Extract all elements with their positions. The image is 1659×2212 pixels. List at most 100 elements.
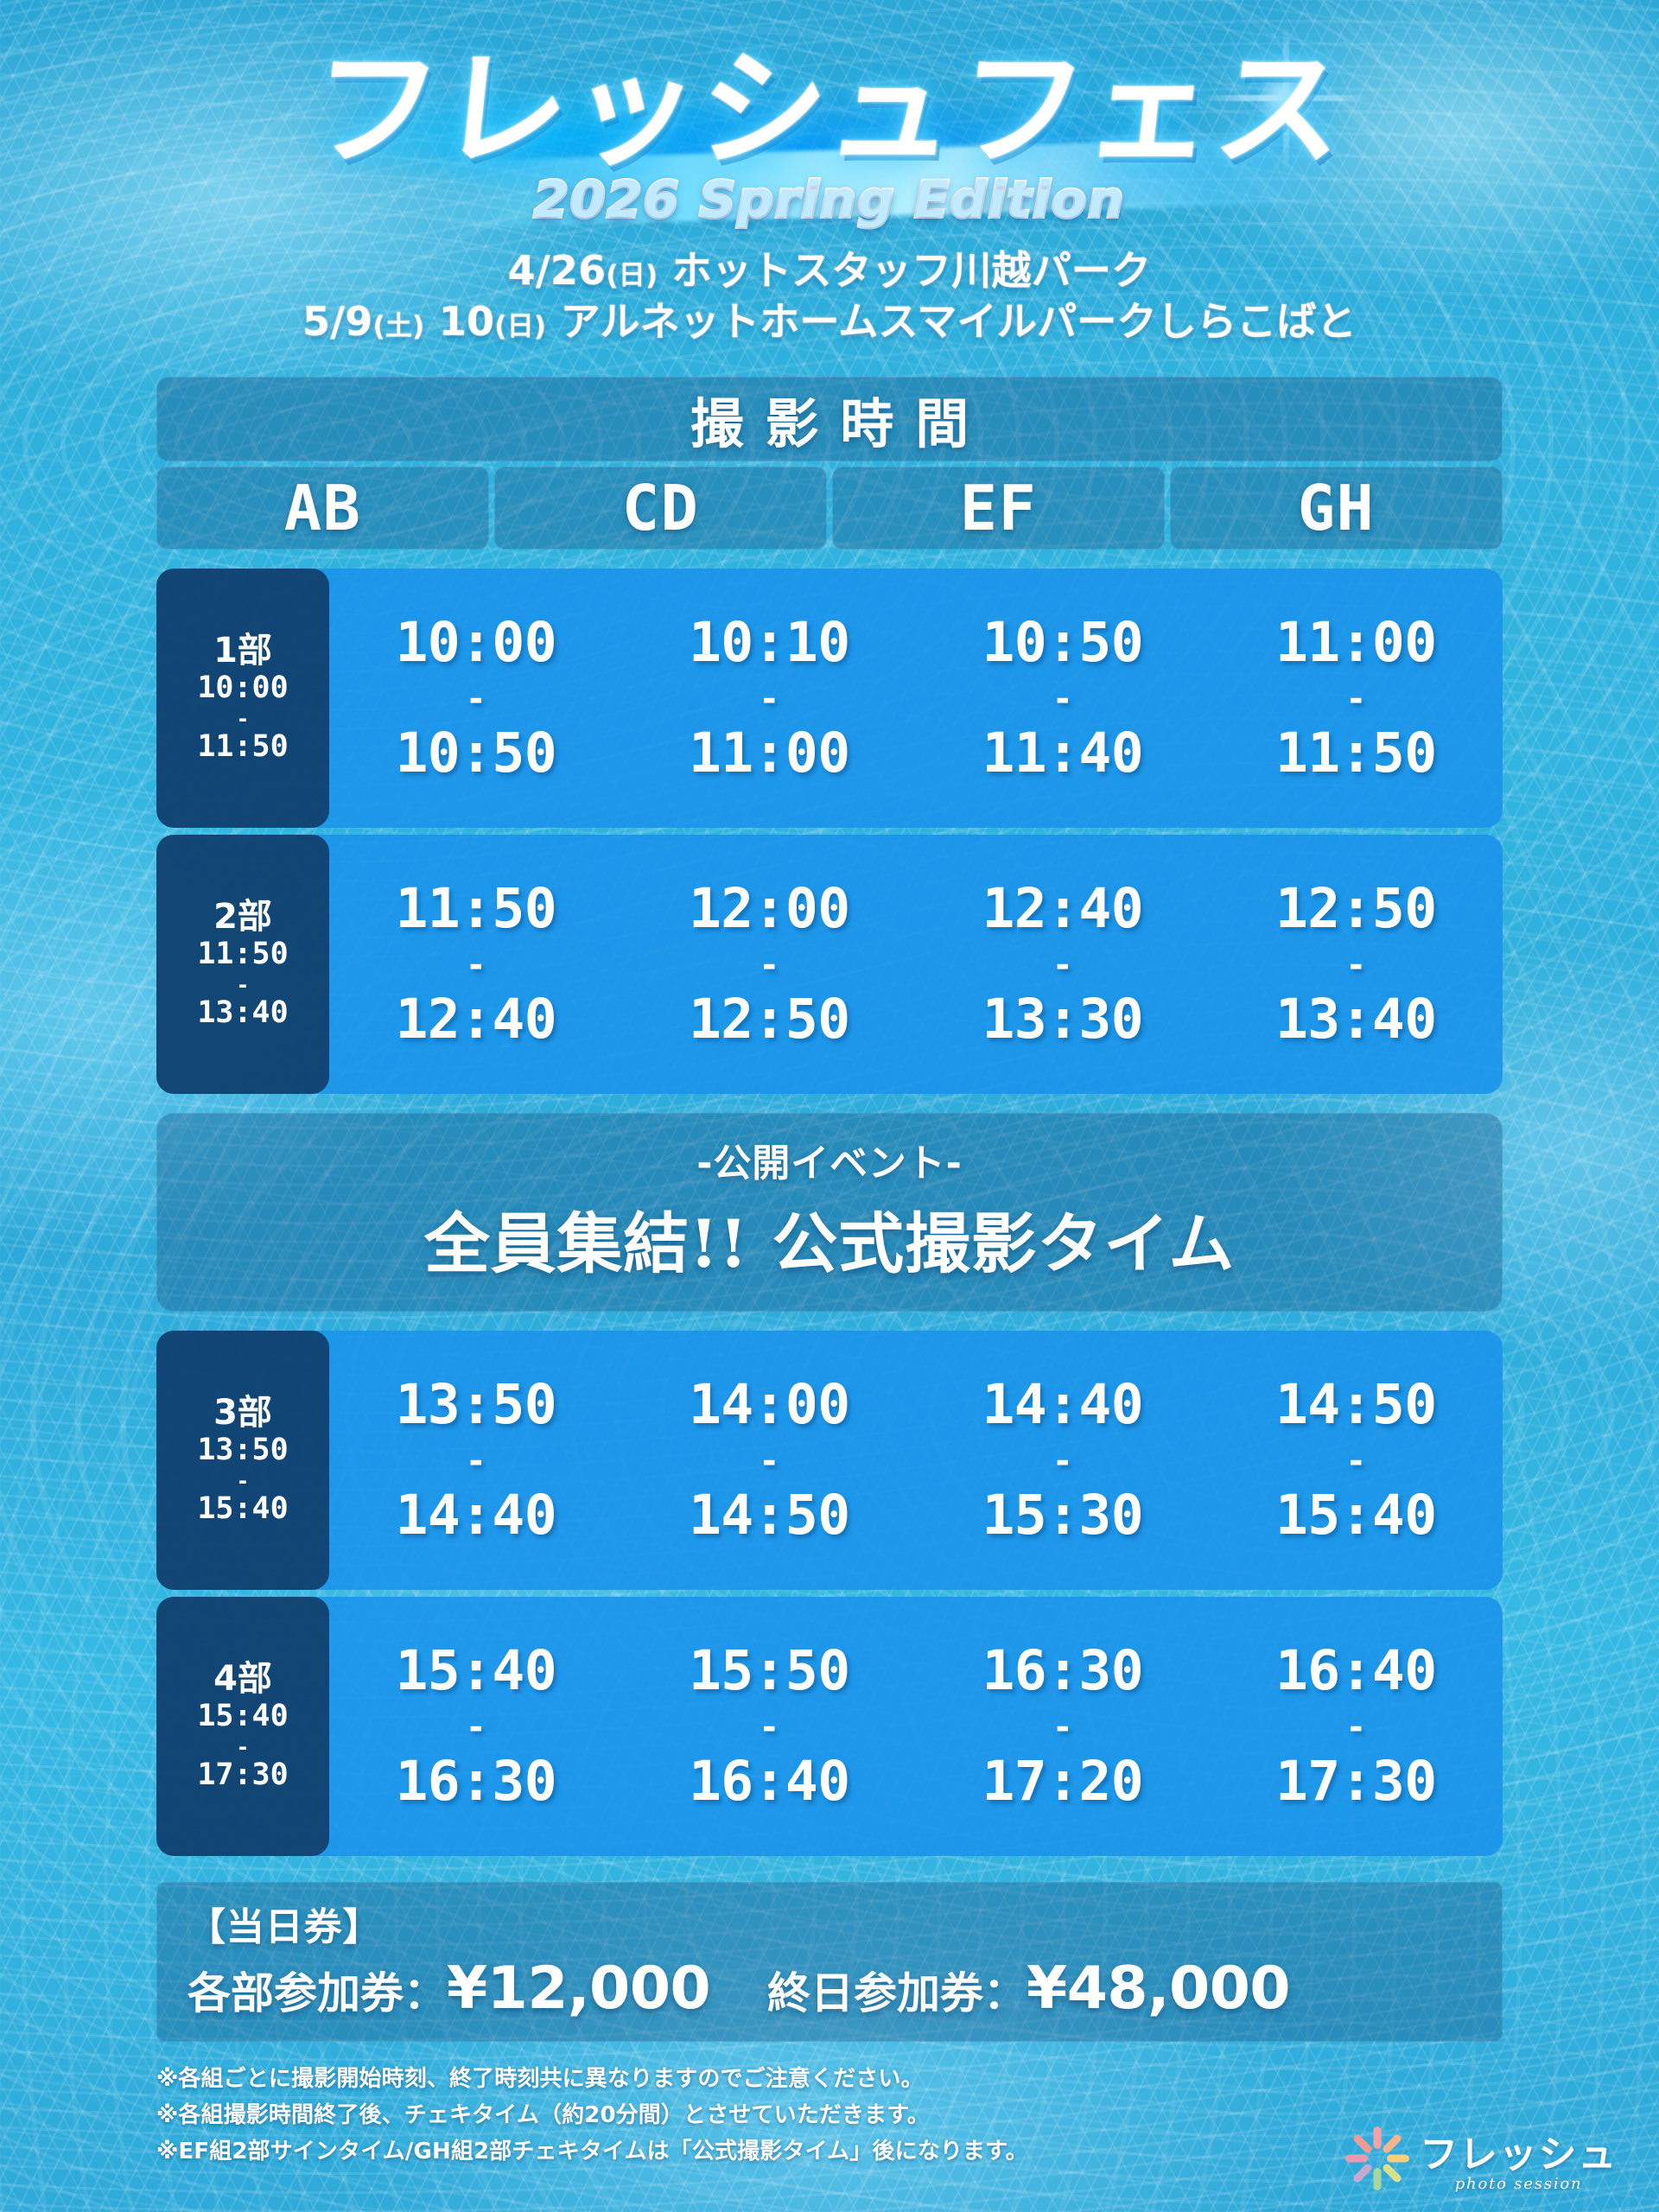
slot-end: 11:40	[982, 721, 1144, 785]
part-name-1: 1部	[213, 630, 272, 671]
slot-end: 12:50	[689, 987, 850, 1051]
slot-1-ef: 10:50 - 11:40	[916, 613, 1210, 783]
part-end-1: 11:50	[197, 729, 289, 765]
slot-dash: -	[465, 944, 486, 985]
slot-dash: -	[759, 1440, 780, 1481]
slot-dash: -	[1345, 678, 1367, 719]
price-amount-per-part: ¥12,000	[447, 1954, 711, 2023]
part-label-1: 1部 10:00 - 11:50	[156, 568, 329, 828]
slot-end: 14:40	[395, 1483, 557, 1547]
venue-name-1: ホットスタッフ川越パーク	[671, 247, 1152, 294]
venue-dow-2a: (土)	[372, 310, 425, 342]
slot-dash: -	[1345, 1707, 1367, 1747]
price-item-per-part: 各部参加券： ¥12,000	[188, 1954, 711, 2023]
part-label-4: 4部 15:40 - 17:30	[156, 1596, 329, 1856]
part-3-slots: 13:50 - 14:40 14:00 - 14:50 14:40 - 15:3…	[329, 1331, 1503, 1590]
part-dash-1: -	[238, 704, 247, 734]
note-line-2: ※各組撮影時間終了後、チェキタイム（約20分間）とさせていただきます。	[156, 2101, 930, 2128]
venue-date-1: 4/26	[507, 247, 607, 294]
part-name-3: 3部	[213, 1392, 272, 1433]
slot-2-cd: 12:00 - 12:50	[623, 879, 917, 1049]
brand-logo: フレッシュ photo session	[1345, 2123, 1618, 2193]
schedule-table: 撮影時間 AB CD EF GH 1部 10:00 - 11:50 10:00 …	[156, 376, 1503, 1856]
part-2-slots: 11:50 - 12:40 12:00 - 12:50 12:40 - 13:3…	[329, 835, 1503, 1094]
slot-end: 16:30	[395, 1749, 557, 1813]
table-row: 2部 11:50 - 13:40 11:50 - 12:40 12:00 - 1…	[156, 834, 1503, 1094]
slot-start: 10:10	[689, 611, 850, 675]
price-row: 各部参加券： ¥12,000 終日参加券： ¥48,000	[188, 1955, 1471, 2023]
venue-dow-2b: (日)	[494, 310, 547, 342]
slot-end: 15:40	[1275, 1483, 1437, 1547]
slot-dash: -	[465, 678, 486, 719]
slot-dash: -	[759, 678, 780, 719]
slot-start: 12:00	[689, 877, 850, 941]
slot-start: 16:30	[982, 1639, 1144, 1703]
venue-date-2b: 10	[438, 297, 495, 345]
logo-subtitle: 2026 Spring Edition	[532, 168, 1126, 231]
poster-header: フレッシュフェス 2026 Spring Edition 4/26(日) ホット…	[0, 0, 1659, 347]
public-event-subtitle: -公開イベント-	[696, 1141, 963, 1185]
slot-end: 15:30	[982, 1483, 1144, 1547]
slot-dash: -	[1052, 678, 1073, 719]
column-header-ab: AB	[156, 466, 489, 550]
table-row: 1部 10:00 - 11:50 10:00 - 10:50 10:10 - 1…	[156, 568, 1503, 828]
part-name-2: 2部	[213, 896, 272, 937]
slot-2-ef: 12:40 - 13:30	[916, 879, 1210, 1049]
slot-3-ab: 13:50 - 14:40	[329, 1375, 623, 1545]
slot-start: 15:40	[395, 1639, 557, 1703]
table-row: 3部 13:50 - 15:40 13:50 - 14:40 14:00 - 1…	[156, 1330, 1503, 1590]
part-name-4: 4部	[213, 1658, 272, 1699]
slot-dash: -	[759, 944, 780, 985]
part-label-3: 3部 13:50 - 15:40	[156, 1330, 329, 1590]
part-start-3: 13:50	[197, 1432, 289, 1467]
part-end-2: 13:40	[197, 995, 289, 1031]
slot-start: 12:40	[982, 877, 1144, 941]
slot-dash: -	[759, 1707, 780, 1747]
slot-start: 10:50	[982, 611, 1144, 675]
price-item-all-day: 終日参加券： ¥48,000	[766, 1955, 1291, 2023]
event-logo: フレッシュフェス 2026 Spring Edition	[242, 19, 1417, 235]
public-event-title: 全員集結!! 公式撮影タイム	[423, 1205, 1236, 1282]
slot-dash: -	[1052, 1707, 1073, 1747]
sparkle-icon	[1199, 24, 1372, 171]
slot-dash: -	[1052, 944, 1073, 985]
slot-dash: -	[1052, 1440, 1073, 1481]
slot-3-cd: 14:00 - 14:50	[623, 1375, 917, 1545]
part-start-4: 15:40	[197, 1698, 289, 1733]
part-start-2: 11:50	[197, 936, 289, 971]
slot-dash: -	[465, 1440, 486, 1481]
slot-end: 11:50	[1275, 721, 1437, 785]
price-label-all-day: 終日参加券：	[766, 1967, 1027, 2018]
slot-start: 14:00	[689, 1373, 850, 1437]
part-label-2: 2部 11:50 - 13:40	[156, 834, 329, 1094]
slot-end: 10:50	[395, 721, 557, 785]
column-header-cd: CD	[494, 466, 827, 550]
slot-end: 14:50	[689, 1483, 850, 1547]
venue-line-2: 5/9(土) 10(日) アルネットホームスマイルパークしらこばと	[0, 296, 1659, 347]
slot-4-ef: 16:30 - 17:20	[916, 1641, 1210, 1811]
venue-dow-1: (日)	[606, 260, 658, 291]
slot-1-cd: 10:10 - 11:00	[623, 613, 917, 783]
venue-line-1: 4/26(日) ホットスタッフ川越パーク	[0, 245, 1659, 296]
sun-burst-icon	[1345, 2126, 1410, 2190]
slot-3-ef: 14:40 - 15:30	[916, 1375, 1210, 1545]
part-start-1: 10:00	[197, 670, 289, 705]
slot-dash: -	[465, 1707, 486, 1747]
slot-end: 17:20	[982, 1749, 1144, 1813]
brand-wordmark: フレッシュ photo session	[1420, 2123, 1618, 2193]
slot-end: 12:40	[395, 987, 557, 1051]
table-row: 4部 15:40 - 17:30 15:40 - 16:30 15:50 - 1…	[156, 1596, 1503, 1856]
venue-name-2: アルネットホームスマイルパークしらこばと	[560, 297, 1357, 345]
slot-dash: -	[1345, 944, 1367, 985]
slot-start: 14:50	[1275, 1373, 1437, 1437]
slot-3-gh: 14:50 - 15:40	[1210, 1375, 1503, 1545]
slot-start: 13:50	[395, 1373, 557, 1437]
price-block: 【当日券】 各部参加券： ¥12,000 終日参加券： ¥48,000	[156, 1881, 1503, 2042]
logo-title: フレッシュフェス	[303, 35, 1353, 184]
price-label-per-part: 各部参加券：	[188, 1967, 447, 2018]
part-dash-2: -	[238, 970, 247, 1000]
slot-start: 11:00	[1275, 611, 1437, 675]
brand-name: フレッシュ	[1420, 2133, 1618, 2177]
